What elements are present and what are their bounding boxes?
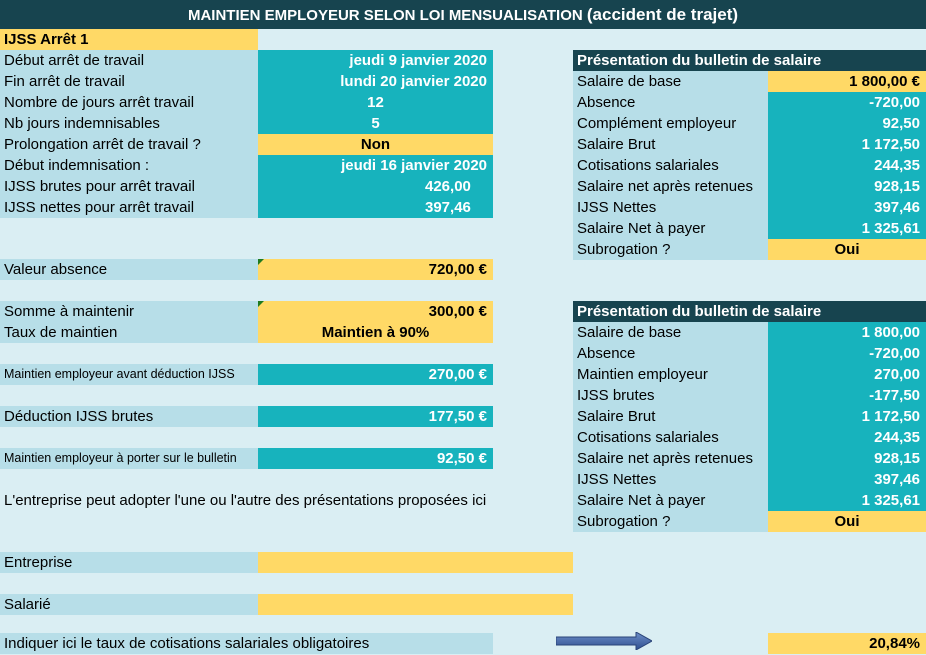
taux-maintien-value[interactable]: Maintien à 90% bbox=[258, 322, 493, 343]
b1-salaire-brut-label: Salaire Brut bbox=[573, 134, 768, 155]
ijss-brutes-label: IJSS brutes pour arrêt travail bbox=[0, 176, 258, 197]
b1-cotisations-label: Cotisations salariales bbox=[573, 155, 768, 176]
fin-arret-label: Fin arrêt de travail bbox=[0, 71, 258, 92]
debut-indemnisation-value: jeudi 16 janvier 2020 bbox=[258, 155, 493, 176]
b2-cotisations-label: Cotisations salariales bbox=[573, 427, 768, 448]
ijss-nettes-value: 397,46 bbox=[258, 197, 493, 218]
b1-absence-value: -720,00 bbox=[768, 92, 926, 113]
title-sub: (accident de trajet) bbox=[586, 5, 739, 24]
jours-indemnisables-value: 5 bbox=[258, 113, 493, 134]
salarie-input[interactable] bbox=[258, 594, 573, 615]
b1-net-retenues-value: 928,15 bbox=[768, 176, 926, 197]
maintien-bulletin-value: 92,50 € bbox=[258, 448, 493, 469]
valeur-absence-value: 720,00 € bbox=[258, 259, 493, 280]
arrow-right-icon bbox=[556, 632, 652, 650]
b1-net-payer-label: Salaire Net à payer bbox=[573, 218, 768, 239]
presentation-note: L'entreprise peut adopter l'une ou l'aut… bbox=[4, 492, 487, 509]
b2-salaire-base-value: 1 800,00 bbox=[768, 322, 926, 343]
debut-indemnisation-label: Début indemnisation : bbox=[0, 155, 258, 176]
taux-maintien-label: Taux de maintien bbox=[0, 322, 258, 343]
b2-maintien-value: 270,00 bbox=[768, 364, 926, 385]
ijss-brutes-value: 426,00 bbox=[258, 176, 493, 197]
b1-net-payer-value: 1 325,61 bbox=[768, 218, 926, 239]
b1-net-retenues-label: Salaire net après retenues bbox=[573, 176, 768, 197]
deduction-value: 177,50 € bbox=[258, 406, 493, 427]
deduction-label: Déduction IJSS brutes bbox=[0, 406, 258, 427]
salarie-label: Salarié bbox=[0, 594, 258, 615]
comment-marker bbox=[258, 259, 264, 265]
entreprise-label: Entreprise bbox=[0, 552, 258, 573]
b2-absence-value: -720,00 bbox=[768, 343, 926, 364]
b2-subrogation-label: Subrogation ? bbox=[573, 511, 768, 532]
bulletin2-header: Présentation du bulletin de salaire bbox=[573, 301, 926, 322]
somme-maintenir-label: Somme à maintenir bbox=[0, 301, 258, 322]
debut-arret-label: Début arrêt de travail bbox=[0, 50, 258, 71]
ijss-nettes-label: IJSS nettes pour arrêt travail bbox=[0, 197, 258, 218]
fin-arret-value[interactable]: lundi 20 janvier 2020 bbox=[258, 71, 493, 92]
b2-net-payer-label: Salaire Net à payer bbox=[573, 490, 768, 511]
b2-ijss-nettes-value: 397,46 bbox=[768, 469, 926, 490]
valeur-absence-label: Valeur absence bbox=[0, 259, 258, 280]
page-title: MAINTIEN EMPLOYEUR SELON LOI MENSUALISAT… bbox=[0, 0, 926, 29]
b1-complement-value: 92,50 bbox=[768, 113, 926, 134]
debut-arret-value[interactable]: jeudi 9 janvier 2020 bbox=[258, 50, 493, 71]
somme-maintenir-value: 300,00 € bbox=[258, 301, 493, 322]
b2-cotisations-value: 244,35 bbox=[768, 427, 926, 448]
bulletin1-header: Présentation du bulletin de salaire bbox=[573, 50, 926, 71]
b2-salaire-brut-label: Salaire Brut bbox=[573, 406, 768, 427]
b1-cotisations-value: 244,35 bbox=[768, 155, 926, 176]
b1-absence-label: Absence bbox=[573, 92, 768, 113]
title-main: MAINTIEN EMPLOYEUR SELON LOI MENSUALISAT… bbox=[187, 7, 587, 24]
nombre-jours-value: 12 bbox=[258, 92, 493, 113]
b2-subrogation-value[interactable]: Oui bbox=[768, 511, 926, 532]
nombre-jours-label: Nombre de jours arrêt travail bbox=[0, 92, 258, 113]
b1-subrogation-label: Subrogation ? bbox=[573, 239, 768, 260]
jours-indemnisables-label: Nb jours indemnisables bbox=[0, 113, 258, 134]
comment-marker bbox=[258, 301, 264, 307]
b2-absence-label: Absence bbox=[573, 343, 768, 364]
prolongation-label: Prolongation arrêt de travail ? bbox=[0, 134, 258, 155]
b1-ijss-nettes-label: IJSS Nettes bbox=[573, 197, 768, 218]
taux-cotisations-value[interactable]: 20,84% bbox=[768, 633, 926, 654]
b1-salaire-base-value[interactable]: 1 800,00 € bbox=[768, 71, 926, 92]
b2-net-retenues-label: Salaire net après retenues bbox=[573, 448, 768, 469]
b2-maintien-label: Maintien employeur bbox=[573, 364, 768, 385]
b1-complement-label: Complément employeur bbox=[573, 113, 768, 134]
b2-net-retenues-value: 928,15 bbox=[768, 448, 926, 469]
maintien-bulletin-label: Maintien employeur à porter sur le bulle… bbox=[0, 448, 258, 469]
maintien-avant-label: Maintien employeur avant déduction IJSS bbox=[0, 364, 258, 385]
ijss-header: IJSS Arrêt 1 bbox=[0, 29, 258, 50]
maintien-avant-value: 270,00 € bbox=[258, 364, 493, 385]
entreprise-input[interactable] bbox=[258, 552, 573, 573]
b1-salaire-brut-value: 1 172,50 bbox=[768, 134, 926, 155]
b1-subrogation-value[interactable]: Oui bbox=[768, 239, 926, 260]
b2-ijss-nettes-label: IJSS Nettes bbox=[573, 469, 768, 490]
b2-salaire-brut-value: 1 172,50 bbox=[768, 406, 926, 427]
b1-salaire-base-label: Salaire de base bbox=[573, 71, 768, 92]
b2-ijss-brutes-label: IJSS brutes bbox=[573, 385, 768, 406]
taux-cotisations-label: Indiquer ici le taux de cotisations sala… bbox=[0, 633, 493, 654]
b1-ijss-nettes-value: 397,46 bbox=[768, 197, 926, 218]
b2-net-payer-value: 1 325,61 bbox=[768, 490, 926, 511]
b2-ijss-brutes-value: -177,50 bbox=[768, 385, 926, 406]
b2-salaire-base-label: Salaire de base bbox=[573, 322, 768, 343]
prolongation-value[interactable]: Non bbox=[258, 134, 493, 155]
